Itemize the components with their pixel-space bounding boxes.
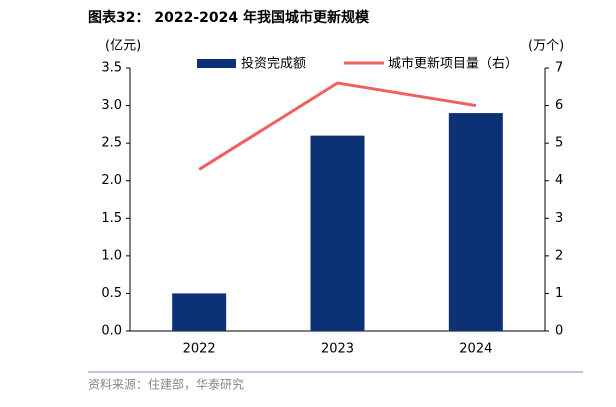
- legend-label: 城市更新项目量（右）: [388, 56, 518, 72]
- y2-tick-label: 5: [555, 136, 563, 151]
- y-tick-label: 1.5: [101, 211, 122, 226]
- x-tick-label: 2022: [183, 342, 216, 357]
- bar: [448, 113, 503, 331]
- y2-tick-label: 7: [555, 61, 563, 76]
- line-series: [198, 81, 477, 171]
- y2-tick-label: 2: [555, 248, 563, 263]
- legend-swatch: [197, 59, 236, 68]
- y-tick-label: 2.0: [101, 173, 122, 188]
- y2-tick-label: 4: [555, 173, 563, 188]
- y2-tick-label: 6: [555, 98, 563, 113]
- bar: [172, 293, 227, 331]
- y-tick-label: 0.0: [101, 324, 122, 339]
- y2-tick-label: 0: [555, 324, 563, 339]
- y-tick-label: 3.5: [101, 61, 122, 76]
- y-tick-label: 2.5: [101, 136, 122, 151]
- y-tick-label: 3.0: [101, 98, 122, 113]
- source: 资料来源：住建部，华泰研究: [88, 377, 244, 392]
- y-tick-label: 0.5: [101, 286, 122, 301]
- y2-tick-label: 3: [555, 211, 563, 226]
- y2-tick-label: 1: [555, 286, 563, 301]
- y-axis-label: (亿元): [105, 39, 141, 54]
- bar: [310, 135, 365, 331]
- x-tick-label: 2023: [321, 342, 354, 357]
- x-tick-label: 2024: [459, 342, 492, 357]
- legend-label: 投资完成额: [241, 56, 306, 72]
- y-tick-label: 1.0: [101, 248, 122, 263]
- y2-axis-label: (万个): [528, 39, 564, 54]
- chart-title: 图表32： 2022-2024 年我国城市更新规模: [88, 9, 370, 26]
